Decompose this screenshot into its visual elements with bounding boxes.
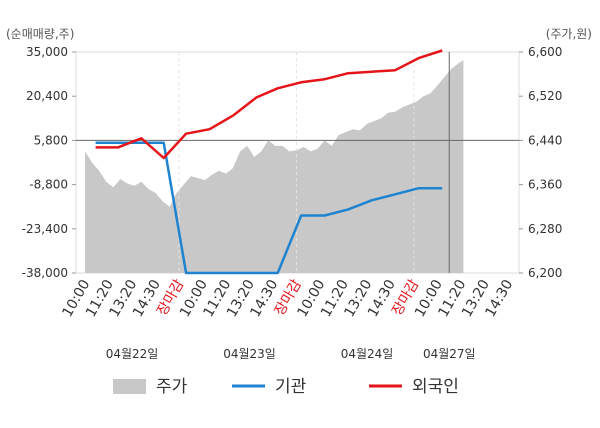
- legend-label: 주가: [156, 377, 188, 397]
- legend-label: 기관: [275, 377, 306, 397]
- legend-label: 외국인: [412, 377, 459, 397]
- right-axis-unit-label: (주가,원): [546, 27, 592, 41]
- legend-price-swatch: [113, 379, 146, 394]
- right-axis: 6,600 6,520 6,440 6,360 6,280 6,200: [519, 45, 562, 280]
- right-tick-label: 6,360: [528, 178, 562, 192]
- left-tick-label: -23,400: [22, 222, 68, 236]
- day-label: 04월24일: [341, 347, 394, 361]
- left-tick-label: -38,000: [22, 266, 68, 280]
- gridlines: [76, 52, 519, 273]
- day-labels: 04월22일 04월23일 04월24일 04월27일: [106, 347, 476, 361]
- left-tick-label: 35,000: [26, 45, 68, 59]
- right-tick-label: 6,200: [528, 266, 562, 280]
- x-axis: 10:0011:2013:2014:30장마감10:0011:2013:2014…: [59, 277, 516, 320]
- day-label: 04월22일: [106, 347, 159, 361]
- price-area: [85, 60, 464, 273]
- price-area-series: [85, 60, 464, 273]
- left-axis-unit-label: (순매매량,주): [6, 27, 74, 41]
- right-tick-label: 6,280: [528, 222, 562, 236]
- day-label: 04월27일: [423, 347, 476, 361]
- institution-line: [95, 141, 443, 275]
- left-tick-label: 5,800: [34, 133, 68, 147]
- left-axis: 35,000 20,400 5,800 -8,800 -23,400 -38,000: [22, 45, 76, 280]
- left-tick-label: 20,400: [26, 89, 68, 103]
- foreign-line: [95, 49, 443, 160]
- right-tick-label: 6,440: [528, 133, 562, 147]
- line-series: [95, 49, 443, 275]
- right-tick-label: 6,600: [528, 45, 562, 59]
- legend: 주가 기관 외국인: [113, 377, 459, 397]
- left-tick-label: -8,800: [29, 178, 68, 192]
- right-tick-label: 6,520: [528, 89, 562, 103]
- day-label: 04월23일: [223, 347, 276, 361]
